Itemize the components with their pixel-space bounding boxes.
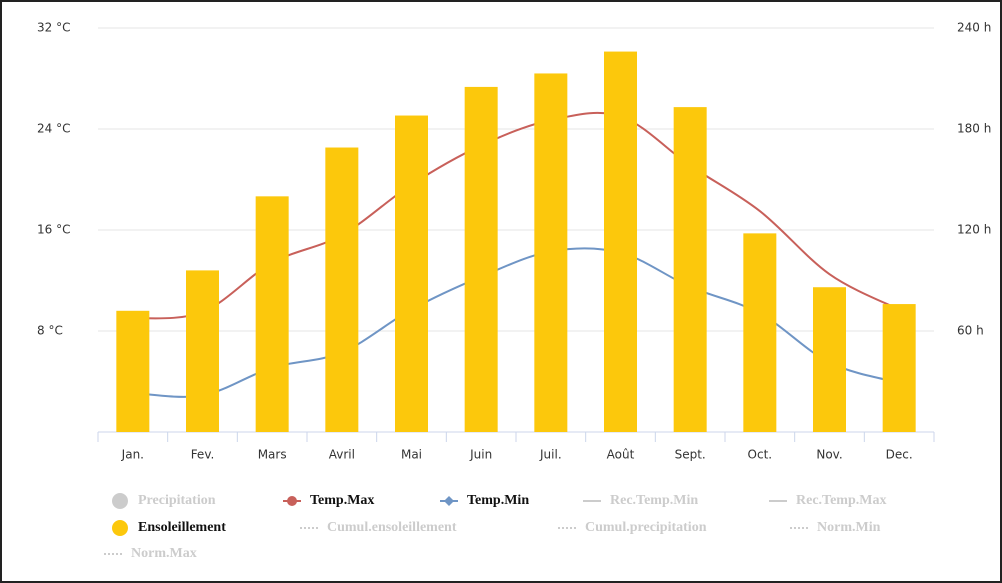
x-tick-label: Juin	[469, 448, 492, 462]
bar	[813, 287, 846, 432]
legend-label: Precipitation	[138, 493, 216, 508]
legend-item[interactable]: Precipitation	[112, 493, 216, 509]
x-tick-label: Mai	[401, 448, 422, 462]
x-tick-label: Avril	[329, 448, 355, 462]
y2-tick-label: 120 h	[957, 223, 991, 237]
bar	[395, 115, 428, 433]
bar	[464, 86, 498, 433]
legend-item[interactable]: Norm.Min	[790, 520, 881, 535]
bar	[186, 270, 219, 432]
legend-label: Norm.Max	[131, 546, 197, 561]
legend-label: Temp.Max	[310, 493, 374, 508]
legend-symbol	[287, 496, 297, 506]
x-tick-label: Fev.	[191, 448, 215, 462]
y-tick-label: 32 °C	[37, 21, 70, 35]
legend-label: Ensoleillement	[138, 520, 226, 535]
legend-label: Temp.Min	[467, 493, 529, 508]
y2-tick-label: 60 h	[957, 324, 984, 338]
legend-symbol	[112, 520, 128, 536]
bar	[673, 107, 707, 432]
bar	[882, 304, 916, 432]
legend-item[interactable]: Norm.Max	[104, 546, 197, 561]
x-tick-label: Juil.	[539, 448, 562, 462]
legend-item[interactable]: Temp.Min	[440, 493, 529, 508]
legend-item[interactable]: Cumul.ensoleillement	[300, 520, 457, 535]
y2-tick-label: 240 h	[957, 21, 991, 35]
legend-item[interactable]: Rec.Temp.Min	[583, 493, 698, 508]
bar	[604, 51, 637, 433]
y-tick-label: 24 °C	[37, 122, 70, 136]
legend-label: Norm.Min	[817, 520, 881, 535]
bar	[116, 310, 150, 432]
x-tick-label: Mars	[258, 448, 287, 462]
legend-symbol	[112, 493, 128, 509]
legend-item[interactable]: Cumul.precipitation	[558, 520, 707, 535]
bar	[255, 196, 289, 432]
bar	[534, 73, 568, 432]
y-tick-label: 8 °C	[37, 324, 63, 338]
legend-item[interactable]: Ensoleillement	[112, 520, 226, 536]
x-tick-label: Nov.	[816, 448, 842, 462]
y-tick-label: 16 °C	[37, 223, 70, 237]
legend-item[interactable]: Temp.Max	[283, 493, 374, 508]
x-tick-label: Août	[607, 448, 635, 462]
legend-symbol	[444, 496, 454, 506]
legend-label: Rec.Temp.Min	[610, 493, 698, 508]
legend-label: Rec.Temp.Max	[796, 493, 886, 508]
bar	[743, 233, 777, 432]
x-tick-label: Jan.	[121, 448, 144, 462]
bar	[325, 147, 359, 432]
legend-label: Cumul.precipitation	[585, 520, 707, 535]
x-tick-label: Dec.	[886, 448, 913, 462]
x-tick-label: Oct.	[748, 448, 773, 462]
legend-item[interactable]: Rec.Temp.Max	[769, 493, 886, 508]
y2-tick-label: 180 h	[957, 122, 991, 136]
x-tick-label: Sept.	[675, 448, 706, 462]
legend-label: Cumul.ensoleillement	[327, 520, 457, 535]
